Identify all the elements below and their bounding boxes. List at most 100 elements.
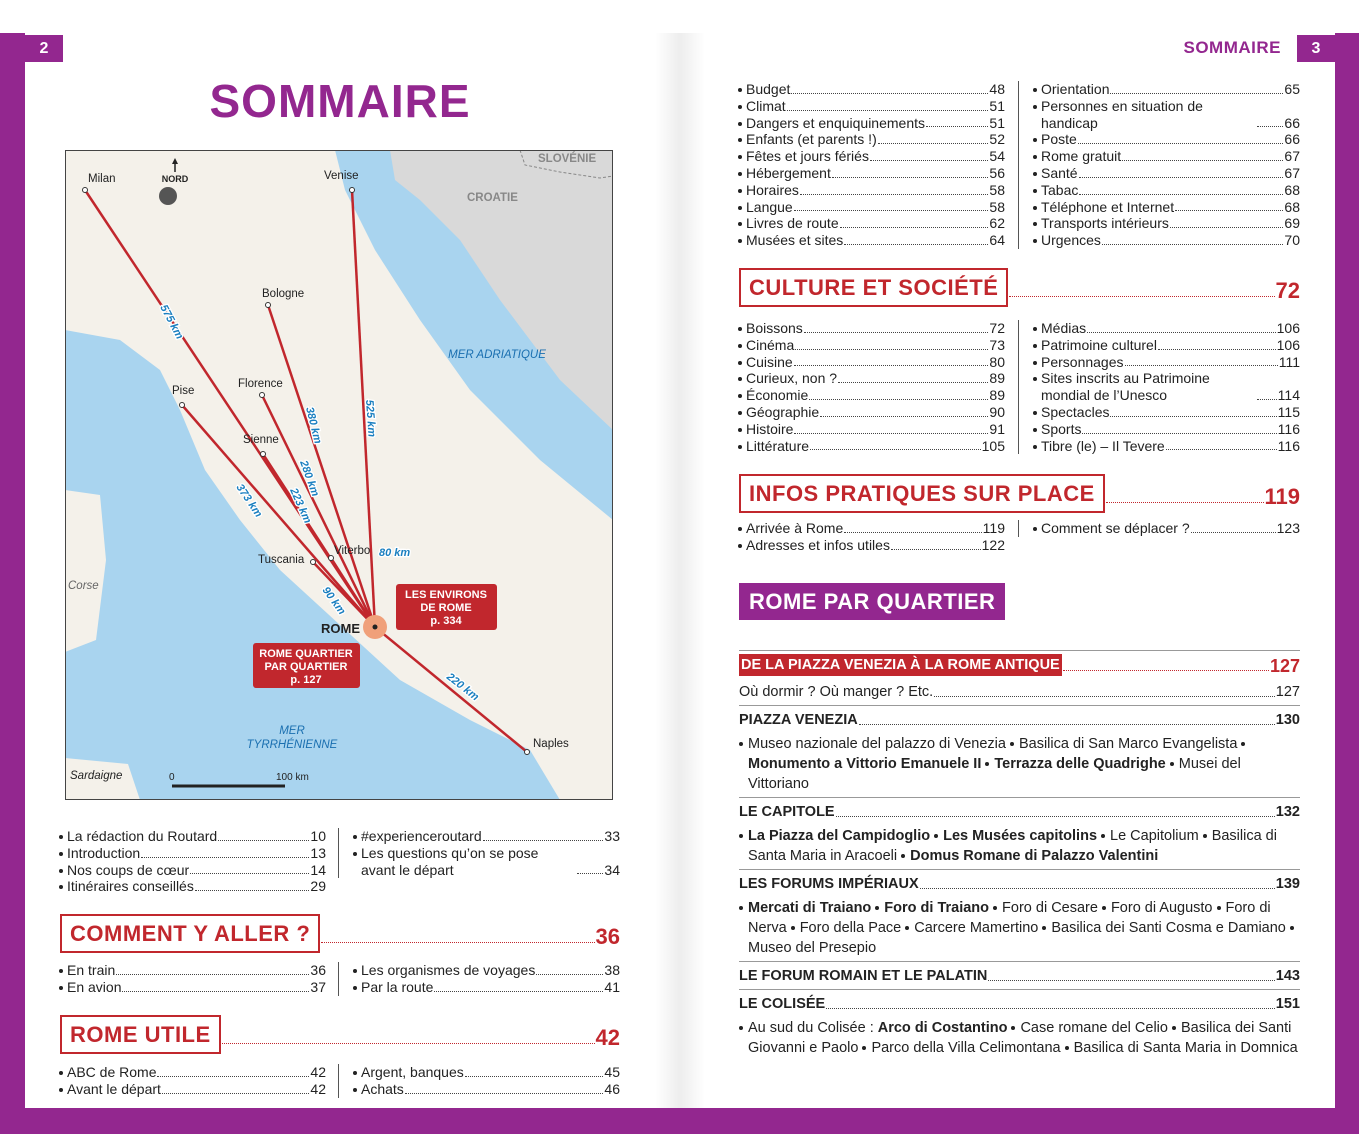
leader-dots	[536, 973, 604, 975]
entry-label: Argent, banques	[361, 1064, 464, 1080]
entry-label: Médias	[1041, 320, 1087, 336]
toc-entry: Comment se déplacer ? 123	[1032, 520, 1300, 537]
leader-dots	[831, 176, 989, 178]
entry-page: 73	[989, 336, 1005, 353]
subsection-header: DE LA PIAZZA VENEZIA À LA ROME ANTIQUE 12…	[739, 651, 1300, 676]
leader-dots	[482, 839, 604, 841]
scale-label: 100 km	[276, 772, 309, 783]
section-header: INFOS PRATIQUES SUR PLACE 119	[739, 474, 1300, 513]
entry-label: Littérature	[746, 437, 810, 454]
sight: Basilica di San Marco Evangelista	[1018, 736, 1238, 752]
distance-label: 525 km	[363, 399, 378, 437]
toc-entry: Personnes en situation de handicap 66	[1032, 98, 1300, 132]
leader-dots	[404, 1092, 604, 1094]
section-title: CULTURE ET SOCIÉTÉ	[739, 268, 1009, 307]
entry-label: Où dormir ? Où manger ? Etc.	[739, 684, 934, 700]
country-label: CROATIE	[467, 192, 518, 204]
city-label: ROME	[321, 621, 360, 636]
entry-label: Musées et sites	[746, 232, 844, 249]
bullet	[1101, 906, 1106, 911]
toc-column: La rédaction du Routard 10 Introduction 13 N…	[58, 828, 326, 895]
leader-dots	[820, 415, 989, 417]
bullet	[905, 926, 910, 931]
toc-entry: Santé 67	[1032, 165, 1300, 182]
quarter-sights: La Piazza del Campidoglio Les Musées capi…	[739, 826, 1300, 866]
city-dot	[265, 302, 271, 308]
city-dot	[310, 559, 316, 565]
leader-dots	[1077, 143, 1284, 145]
entry-page: 37	[310, 978, 326, 995]
sight: Foro di Traiano	[884, 900, 990, 916]
entry-page: 68	[1284, 181, 1300, 198]
entry-page: 66	[1284, 114, 1300, 131]
toc-entry: Rome gratuit 67	[1032, 148, 1300, 165]
frame-left	[0, 33, 25, 1134]
toc-entry: Livres de route 62	[737, 215, 1005, 232]
quarter-name: LE FORUM ROMAIN ET LE PALATIN	[739, 968, 988, 984]
leader-dots	[793, 365, 989, 367]
bullet	[790, 926, 795, 931]
city-dot	[259, 392, 265, 398]
entry-label: Les questions qu’on se pose avant le dép…	[361, 844, 539, 878]
toc-entry: Les organismes de voyages 38	[352, 962, 620, 979]
bullet	[934, 834, 939, 839]
entry-label: Achats	[361, 1080, 404, 1097]
entry-page: 33	[604, 828, 620, 844]
entry-page: 70	[1284, 232, 1300, 249]
entry-page: 51	[989, 97, 1005, 114]
quarter-sights: Museo nazionale del palazzo di Venezia Ba…	[739, 734, 1300, 794]
sight: Museo del Presepio	[748, 940, 877, 956]
leader-dots	[1257, 398, 1277, 400]
entry-label: Cuisine	[746, 353, 793, 370]
leader-dots	[826, 1008, 1275, 1009]
route	[374, 626, 528, 753]
running-header: SOMMAIRE	[1183, 38, 1281, 57]
leader-dots	[919, 888, 1275, 889]
entry-label: Par la route	[361, 978, 434, 995]
city-dot	[82, 187, 88, 193]
entry-label: Arrivée à Rome	[746, 520, 844, 536]
toc-entry: Les questions qu’on se pose avant le dép…	[352, 845, 620, 879]
entry-label: Tibre (le) – Il Tevere	[1041, 437, 1165, 454]
leader-dots	[1124, 365, 1278, 367]
leader-dots	[839, 227, 989, 229]
toc-column: Orientation 65 Personnes en situation de h…	[1018, 81, 1300, 249]
quarter-page: 151	[1275, 996, 1300, 1012]
callout-text: DE ROME	[420, 602, 471, 614]
toc-entry: Personnages 111	[1032, 354, 1300, 371]
toc-entry: Achats 46	[352, 1081, 620, 1098]
sight: Basilica dei Santi Giovanni e Paolo	[748, 1020, 1292, 1056]
sight: Monumento a Vittorio Emanuele II	[748, 756, 982, 772]
city-dot	[349, 187, 355, 193]
leader-dots	[934, 696, 1275, 697]
entry-label: Les organismes de voyages	[361, 962, 536, 978]
entry-label: ABC de Rome	[67, 1064, 157, 1080]
leader-dots	[1062, 670, 1269, 671]
leader-dots	[794, 432, 989, 434]
sight: Case romane del Celio	[1020, 1020, 1168, 1036]
entry-page: 90	[989, 403, 1005, 420]
leader-dots	[116, 973, 310, 975]
sight: Carcere Mamertino	[914, 920, 1039, 936]
subsection-page: 127	[1269, 656, 1300, 676]
sight: Le Capitolium	[1110, 828, 1199, 844]
quarter-page: 132	[1275, 804, 1300, 820]
entry-page: 72	[989, 320, 1005, 336]
entry-page: 38	[604, 962, 620, 978]
callout-box	[396, 584, 497, 630]
sight: Foro di Nerva	[748, 900, 1271, 936]
leader-dots	[1101, 243, 1284, 245]
toc-entry: Climat 51	[737, 98, 1005, 115]
callout-text: ROME QUARTIER	[259, 648, 353, 660]
section-page: 72	[1275, 278, 1300, 303]
toc-entry: Orientation 65	[1032, 81, 1300, 98]
entry-page: 66	[1284, 131, 1300, 148]
leader-dots	[321, 942, 595, 943]
leader-dots	[795, 348, 989, 350]
entry-page: 67	[1284, 164, 1300, 181]
leader-dots	[1157, 348, 1276, 350]
entry-label: Histoire	[746, 420, 794, 437]
entry-page: 62	[989, 215, 1005, 232]
entry-label: En avion	[67, 978, 122, 995]
leader-dots	[793, 210, 989, 212]
